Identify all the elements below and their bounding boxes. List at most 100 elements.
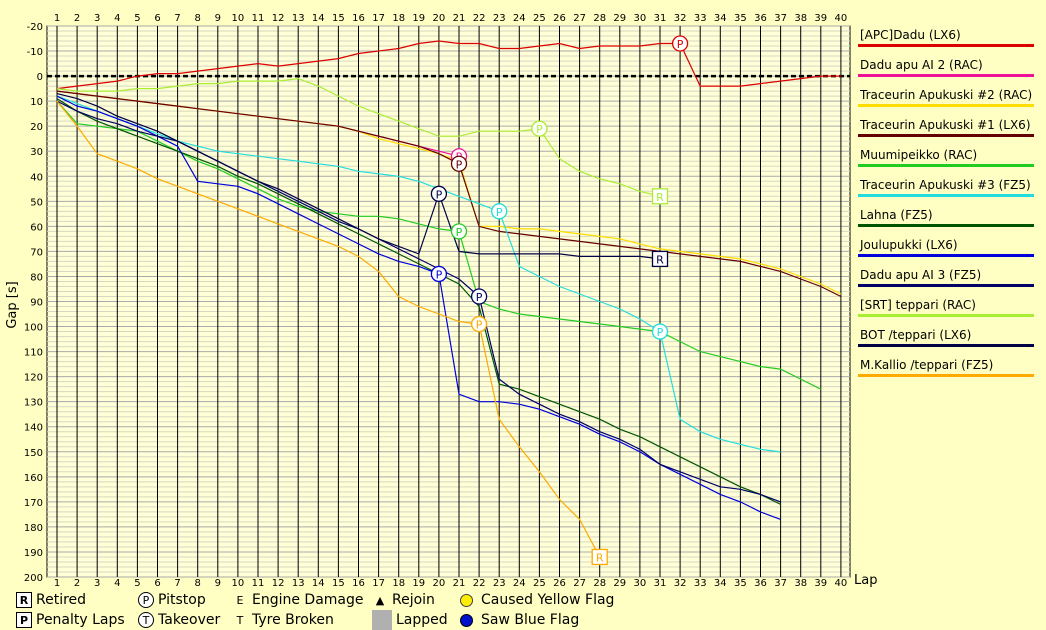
x-tick-label: 18 — [392, 578, 405, 589]
legend-label: [APC]Dadu (LX6) — [860, 28, 961, 42]
retired-marker — [651, 250, 669, 268]
x-tick-label: 15 — [332, 578, 345, 589]
pitstop-marker — [531, 120, 548, 137]
x-tick-label: 35 — [734, 578, 747, 589]
x-tick-label: 9 — [215, 578, 221, 589]
axis-ticks: 1122334455667788991010111112121313141415… — [24, 13, 847, 589]
x-tick-label-top: 2 — [74, 13, 80, 24]
x-tick-label-top: 26 — [553, 13, 566, 24]
legend-swatch — [858, 374, 1034, 377]
lapped-swatch — [372, 610, 392, 630]
legend-item: Dadu apu AI 3 (FZ5) — [858, 266, 1040, 296]
key-rejoin: ▲ Rejoin — [372, 590, 435, 610]
legend-swatch — [858, 254, 1034, 257]
legend-swatch — [858, 344, 1034, 347]
legend-item: Dadu apu AI 2 (RAC) — [858, 56, 1040, 86]
x-tick-label-top: 17 — [372, 13, 385, 24]
takeover-icon: T — [138, 612, 154, 628]
key-blue-label: Saw Blue Flag — [481, 612, 580, 628]
key-takeover-label: Takeover — [158, 612, 221, 628]
x-tick-label-top: 22 — [473, 13, 486, 24]
y-tick-label: 110 — [24, 348, 43, 359]
x-tick-label: 26 — [553, 578, 566, 589]
legend-item: Muumipeikko (RAC) — [858, 146, 1040, 176]
x-tick-label: 1 — [54, 578, 60, 589]
x-tick-label-top: 37 — [774, 13, 787, 24]
marker-letter: P — [677, 38, 684, 51]
x-tick-label: 23 — [493, 578, 506, 589]
x-tick-label-top: 40 — [835, 13, 848, 24]
x-tick-label: 30 — [634, 578, 647, 589]
rejoin-icon: ▲ — [375, 593, 385, 607]
x-tick-label: 36 — [754, 578, 767, 589]
x-tick-label-top: 16 — [352, 13, 365, 24]
x-tick-label: 12 — [272, 578, 285, 589]
legend-item: M.Kallio /teppari (FZ5) — [858, 356, 1040, 386]
legend-swatch — [858, 314, 1034, 317]
pitstop-marker — [671, 35, 689, 52]
x-tick-label-top: 13 — [292, 13, 305, 24]
x-tick-label: 2 — [74, 578, 80, 589]
series-line — [56, 100, 601, 558]
y-tick-label: 140 — [24, 423, 43, 434]
x-tick-label: 20 — [433, 578, 446, 589]
x-tick-label-top: 14 — [312, 13, 325, 24]
series-line — [56, 93, 661, 260]
x-tick-label-top: 12 — [272, 13, 285, 24]
series-line — [56, 100, 822, 390]
x-tick-label: 25 — [533, 578, 546, 589]
x-tick-label-top: 1 — [54, 13, 60, 24]
yellow-flag-icon — [460, 593, 473, 607]
x-tick-label: 40 — [835, 578, 848, 589]
pitstop-marker — [450, 223, 468, 240]
y-tick-label: 80 — [30, 272, 43, 283]
x-tick-label-top: 24 — [513, 13, 526, 24]
x-tick-label-top: 5 — [134, 13, 140, 24]
x-tick-label-top: 11 — [252, 13, 265, 24]
x-tick-label: 37 — [774, 578, 787, 589]
key-tyre-label: Tyre Broken — [252, 612, 334, 628]
retired-marker — [591, 548, 608, 566]
y-tick-label: -10 — [27, 47, 43, 58]
y-tick-label: 180 — [24, 523, 43, 534]
x-tick-label-top: 27 — [573, 13, 586, 24]
x-tick-label-top: 30 — [634, 13, 647, 24]
marker-letter: P — [657, 326, 664, 339]
y-tick-label: 150 — [24, 448, 43, 459]
x-tick-label: 14 — [312, 578, 325, 589]
x-tick-label-top: 21 — [453, 13, 466, 24]
x-tick-label-top: 38 — [794, 13, 807, 24]
x-tick-label: 19 — [412, 578, 425, 589]
x-tick-label-top: 7 — [174, 13, 180, 24]
legend-swatch — [858, 134, 1034, 137]
series-line — [56, 90, 842, 298]
marker-letter: P — [436, 188, 443, 201]
y-tick-label: 20 — [30, 122, 43, 133]
legend-item: Joulupukki (LX6) — [858, 236, 1040, 266]
x-tick-label: 7 — [174, 578, 180, 589]
tyre-broken-icon: T — [236, 613, 244, 627]
x-tick-label-top: 25 — [533, 13, 546, 24]
x-tick-label: 22 — [473, 578, 486, 589]
y-tick-label: 170 — [24, 498, 43, 509]
legend-label: BOT /teppari (LX6) — [860, 328, 972, 342]
key-retired-label: Retired — [36, 592, 87, 608]
legend-swatch — [858, 44, 1034, 47]
symbol-key: R Retired P Pitstop E Engine Damage ▲ Rejoin… — [16, 590, 736, 630]
x-tick-label: 11 — [252, 578, 265, 589]
pitstop-icon: P — [138, 592, 154, 608]
retired-marker — [651, 188, 669, 205]
series-line — [56, 77, 661, 197]
legend-label: M.Kallio /teppari (FZ5) — [860, 358, 994, 372]
key-rejoin-label: Rejoin — [392, 592, 435, 608]
legend-item: Lahna (FZ5) — [858, 206, 1040, 236]
x-tick-label-top: 9 — [215, 13, 221, 24]
y-tick-label: 190 — [24, 548, 43, 559]
x-tick-label: 33 — [694, 578, 707, 589]
x-tick-label-top: 31 — [654, 13, 667, 24]
legend-item: [APC]Dadu (LX6) — [858, 26, 1040, 56]
legend-swatch — [858, 74, 1034, 77]
marker-letter: P — [456, 158, 463, 171]
key-pitstop-label: Pitstop — [158, 592, 206, 608]
